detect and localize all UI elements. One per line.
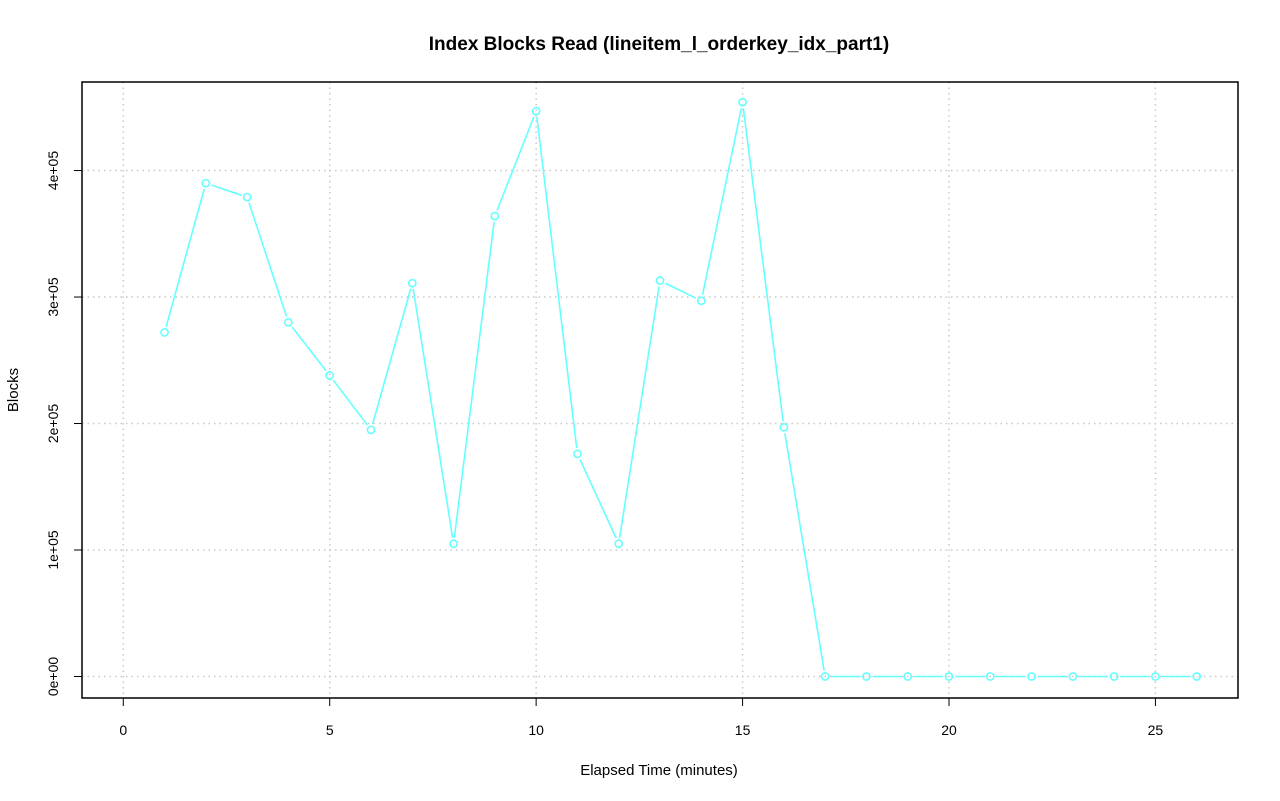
data-point	[862, 672, 871, 681]
data-point	[1027, 672, 1036, 681]
data-point	[738, 97, 747, 107]
plot-frame	[81, 81, 1239, 699]
data-point	[1068, 672, 1078, 681]
data-point	[1109, 672, 1119, 681]
data-point	[696, 296, 706, 306]
y-tick-label: 3e+05	[45, 277, 61, 317]
grid-lines	[82, 82, 1238, 698]
series-line-segment	[371, 288, 412, 425]
data-point	[490, 211, 500, 221]
data-point	[820, 672, 830, 681]
series-line-segment	[536, 116, 578, 449]
series-line-segment	[332, 379, 369, 426]
y-tick-label: 4e+05	[45, 151, 61, 191]
data-point	[985, 672, 995, 681]
series-line-segment	[742, 108, 784, 422]
x-axis-label: Elapsed Time (minutes)	[580, 762, 738, 779]
y-tick-label: 0e+00	[45, 657, 61, 697]
x-tick-label: 5	[326, 722, 334, 738]
x-tick-label: 20	[941, 722, 957, 738]
data-point	[242, 192, 252, 202]
series-line-segment	[784, 433, 825, 671]
series-line-segment	[579, 458, 617, 539]
series-line-segment	[211, 184, 242, 196]
series-line-segment	[701, 107, 743, 296]
data-point	[284, 317, 293, 327]
data-point	[614, 539, 624, 549]
data-point	[531, 106, 541, 116]
data-point	[655, 276, 665, 285]
series-line-segment	[618, 286, 660, 538]
series-line-segment	[496, 116, 535, 211]
data-point	[201, 178, 211, 188]
y-axis: 0e+00 1e+05 2e+05 3e+05 4e+05	[45, 151, 82, 696]
y-tick-label: 1e+05	[45, 530, 61, 570]
series-line-segment	[248, 202, 288, 317]
chart-title: Index Blocks Read (lineitem_l_orderkey_i…	[429, 34, 889, 55]
y-axis-label: Blocks	[5, 368, 22, 412]
x-tick-label: 0	[119, 722, 127, 738]
x-tick-label: 15	[735, 722, 751, 738]
series-layer	[160, 97, 1202, 681]
x-tick-label: 25	[1148, 722, 1164, 738]
y-tick-label: 2e+05	[45, 404, 61, 444]
x-tick-label: 10	[528, 722, 544, 738]
data-point	[944, 672, 954, 681]
series-line-segment	[453, 221, 495, 538]
data-point	[1151, 672, 1160, 681]
data-point	[1192, 672, 1202, 681]
series-line-segment	[665, 282, 697, 299]
data-point	[325, 371, 335, 380]
series-line-segment	[165, 188, 206, 327]
data-point	[366, 425, 376, 435]
x-axis: 0 5 10 15 20 25	[119, 698, 1163, 738]
data-point	[573, 449, 582, 459]
data-point	[160, 328, 169, 337]
data-point	[779, 422, 789, 432]
data-point	[449, 539, 458, 549]
series-line-segment	[291, 326, 327, 372]
data-point	[407, 278, 417, 288]
series-line-segment	[412, 288, 454, 538]
data-point	[903, 672, 913, 681]
